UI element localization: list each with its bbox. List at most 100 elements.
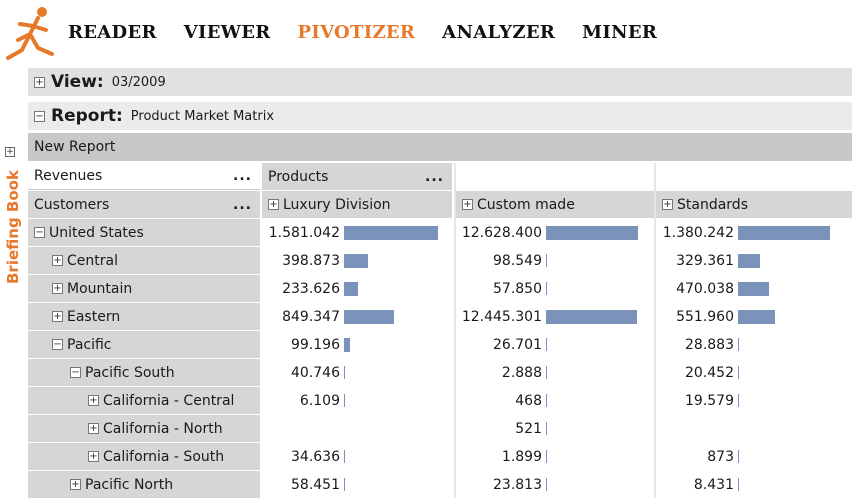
row-header-label: California - Central: [103, 392, 235, 409]
row-header[interactable]: + Pacific North: [28, 471, 260, 498]
data-cell: [262, 415, 452, 442]
nav-reader[interactable]: READER: [68, 22, 157, 43]
more-dots: ...: [233, 168, 252, 184]
nav-miner[interactable]: MINER: [582, 22, 658, 43]
value-bar: [344, 478, 345, 491]
row-header[interactable]: + Mountain: [28, 275, 260, 302]
collapse-icon[interactable]: −: [34, 227, 45, 238]
nav-analyzer[interactable]: ANALYZER: [442, 22, 556, 43]
measure-selector[interactable]: Revenues...: [28, 163, 260, 190]
row-header-label: California - South: [103, 448, 225, 465]
row-header-label: Pacific North: [85, 476, 174, 493]
value-bar: [738, 478, 739, 491]
data-cell: 12.628.400: [456, 219, 654, 246]
value-bar: [738, 450, 739, 463]
expand-icon[interactable]: +: [52, 283, 63, 294]
cell-value: 233.626: [282, 280, 340, 297]
value-bar: [546, 478, 547, 491]
column-divider: [654, 163, 656, 498]
collapse-icon[interactable]: −: [34, 110, 45, 122]
value-bar: [738, 225, 830, 240]
data-cell: 8.431: [656, 471, 852, 498]
row-header[interactable]: + Eastern: [28, 303, 260, 330]
column-header[interactable]: + Luxury Division: [262, 191, 452, 218]
value-bar: [344, 450, 345, 463]
row-header-label: Mountain: [67, 280, 133, 297]
value-bar: [738, 281, 769, 296]
briefing-book-tab[interactable]: + Briefing Book: [0, 68, 26, 504]
data-cell: 468: [456, 387, 654, 414]
expand-icon[interactable]: +: [88, 423, 99, 434]
data-cell: 12.445.301: [456, 303, 654, 330]
cell-value: 58.451: [291, 476, 340, 493]
value-bar: [738, 309, 775, 324]
cell-value: 8.431: [693, 476, 734, 493]
value-bar: [546, 338, 547, 351]
row-header[interactable]: − Pacific: [28, 331, 260, 358]
row-header[interactable]: + California - Central: [28, 387, 260, 414]
column-header[interactable]: + Standards: [656, 191, 852, 218]
value-bar: [546, 254, 547, 267]
expand-icon[interactable]: +: [88, 451, 99, 462]
briefing-book-label: Briefing Book: [4, 170, 22, 284]
expand-icon[interactable]: +: [70, 479, 81, 490]
cell-value: 2.888: [501, 364, 542, 381]
cell-value: 1.899: [501, 448, 542, 465]
value-bar: [738, 338, 739, 351]
row-header[interactable]: + California - North: [28, 415, 260, 442]
row-header-label: Eastern: [67, 308, 121, 325]
cell-value: 57.850: [493, 280, 542, 297]
nav-pivotizer[interactable]: PIVOTIZER: [297, 22, 416, 43]
data-cell: 58.451: [262, 471, 452, 498]
runner-logo-icon: [6, 7, 54, 60]
row-header[interactable]: − United States: [28, 219, 260, 246]
column-dimension-selector[interactable]: Products...: [262, 163, 452, 190]
data-cell: 98.549: [456, 247, 654, 274]
cell-value: 329.361: [676, 252, 734, 269]
expand-icon[interactable]: +: [462, 199, 473, 210]
data-cell: 26.701: [456, 331, 654, 358]
column-dimension-label: Products: [268, 168, 329, 185]
expand-icon[interactable]: +: [5, 147, 15, 157]
row-header[interactable]: − Pacific South: [28, 359, 260, 386]
expand-icon[interactable]: +: [88, 395, 99, 406]
nav-viewer[interactable]: VIEWER: [183, 22, 271, 43]
view-row: + View: 03/2009: [28, 68, 852, 96]
data-cell: 34.636: [262, 443, 452, 470]
value-bar: [344, 366, 345, 379]
value-bar: [344, 309, 394, 324]
cell-value: 1.380.242: [662, 224, 734, 241]
expand-icon[interactable]: +: [52, 255, 63, 266]
expand-icon[interactable]: +: [34, 76, 45, 88]
collapse-icon[interactable]: −: [52, 339, 63, 350]
cell-value: 34.636: [291, 448, 340, 465]
row-dimension-selector[interactable]: Customers...: [28, 191, 260, 218]
value-bar: [546, 450, 547, 463]
data-cell: 873: [656, 443, 852, 470]
data-cell: 28.883: [656, 331, 852, 358]
cell-value: 12.445.301: [461, 308, 542, 325]
data-cell: 99.196: [262, 331, 452, 358]
value-bar: [546, 282, 547, 295]
cell-value: 99.196: [291, 336, 340, 353]
cell-value: 28.883: [685, 336, 734, 353]
data-cell: 20.452: [656, 359, 852, 386]
value-bar: [344, 225, 438, 240]
column-header-label: Luxury Division: [283, 196, 391, 213]
cell-value: 20.452: [685, 364, 734, 381]
data-cell: 2.888: [456, 359, 654, 386]
expand-icon[interactable]: +: [662, 199, 673, 210]
row-header[interactable]: + Central: [28, 247, 260, 274]
value-bar: [344, 253, 368, 268]
row-header[interactable]: + California - South: [28, 443, 260, 470]
expand-icon[interactable]: +: [52, 311, 63, 322]
row-header-label: Pacific: [67, 336, 112, 353]
value-bar: [546, 422, 547, 435]
column-header[interactable]: + Custom made: [456, 191, 654, 218]
new-report-row[interactable]: New Report: [28, 133, 852, 161]
expand-icon[interactable]: +: [268, 199, 279, 210]
data-cell: 57.850: [456, 275, 654, 302]
cell-value: 468: [515, 392, 542, 409]
cell-value: 12.628.400: [461, 224, 542, 241]
collapse-icon[interactable]: −: [70, 367, 81, 378]
